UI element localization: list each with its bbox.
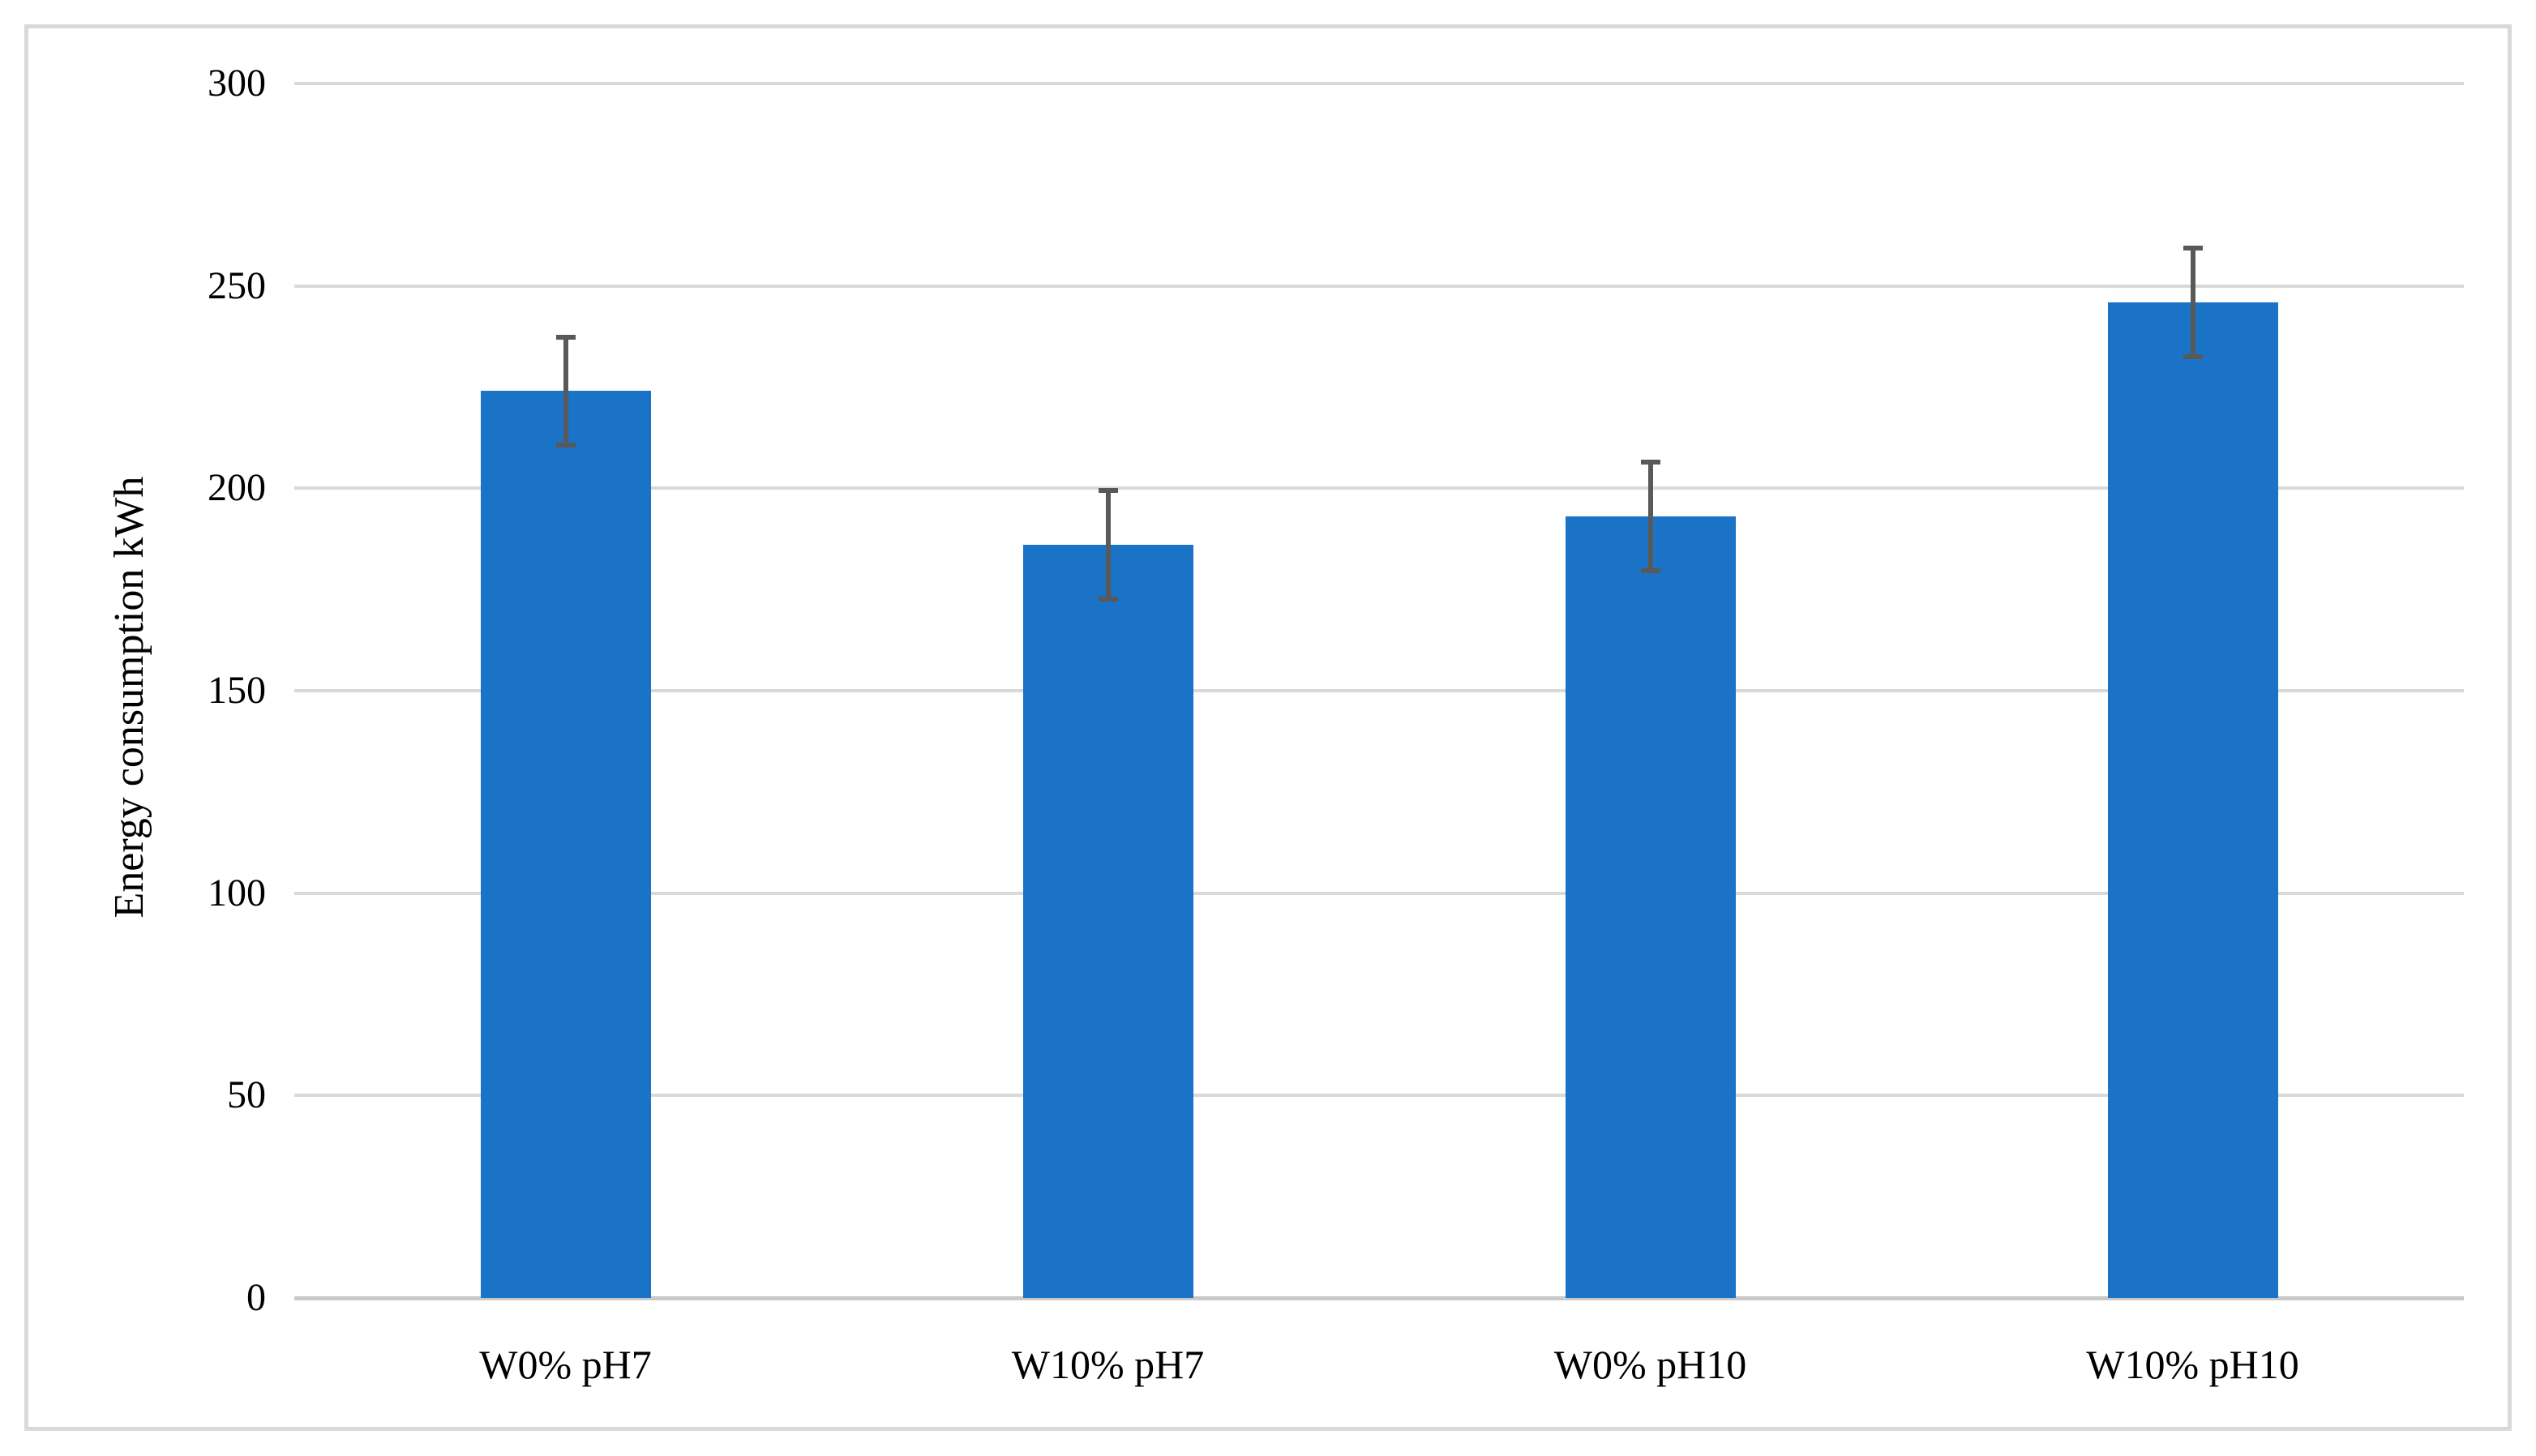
y-tick-label: 100 <box>208 871 266 914</box>
error-bar-line <box>1647 460 1653 574</box>
x-category-label: W10% pH7 <box>1011 1342 1205 1387</box>
x-axis-line <box>294 1296 2464 1300</box>
error-bar-line <box>1105 488 1111 602</box>
bar <box>1022 545 1193 1298</box>
error-bar-cap-top <box>555 334 576 340</box>
gridline <box>294 689 2464 692</box>
y-tick-label: 150 <box>208 669 266 712</box>
plot-area <box>294 82 2464 1300</box>
bar <box>1565 516 1736 1298</box>
gridline <box>294 486 2464 490</box>
gridline <box>294 82 2464 85</box>
y-tick-label: 50 <box>227 1073 266 1117</box>
error-bar-line <box>2190 245 2195 359</box>
y-tick-label: 300 <box>208 62 266 105</box>
error-bar-cap-top <box>1098 488 1118 494</box>
y-tick-label: 0 <box>246 1276 266 1319</box>
error-bar-cap-bottom <box>1098 597 1118 602</box>
bar <box>2107 302 2278 1298</box>
x-category-label: W10% pH10 <box>2086 1342 2299 1387</box>
chart-figure: Energy consumption kWh 0 50 100 150 200 250 30… <box>24 24 2512 1431</box>
error-bar-cap-bottom <box>1640 568 1660 574</box>
error-bar-cap-top <box>1640 460 1660 465</box>
error-bar-cap-bottom <box>555 443 576 448</box>
bar <box>480 391 651 1298</box>
error-bar-line <box>563 334 568 448</box>
y-tick-label: 200 <box>208 466 266 510</box>
error-bar-cap-bottom <box>2183 353 2203 359</box>
gridline <box>294 1094 2464 1098</box>
gridline <box>294 891 2464 895</box>
x-category-label: W0% pH7 <box>479 1342 652 1387</box>
gridline <box>294 284 2464 288</box>
y-tick-label: 250 <box>208 263 266 307</box>
error-bar-cap-top <box>2183 245 2203 251</box>
x-category-label: W0% pH10 <box>1553 1342 1747 1387</box>
